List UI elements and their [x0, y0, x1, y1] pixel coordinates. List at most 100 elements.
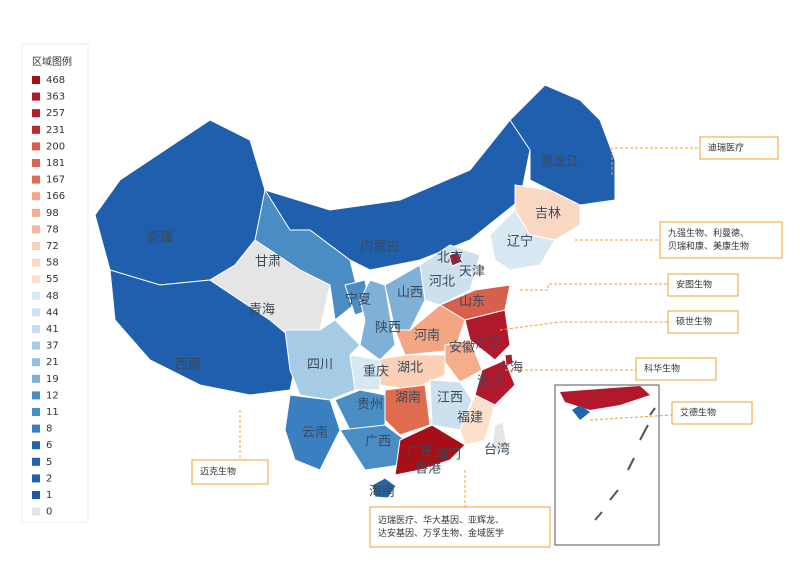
legend-label: 44: [46, 307, 59, 318]
legend-label: 37: [46, 341, 59, 352]
legend-swatch: [32, 258, 40, 267]
callout-box: [667, 273, 739, 297]
legend-swatch: [32, 507, 40, 516]
legend-label: 11: [46, 407, 59, 418]
callout-text: 安图生物: [676, 279, 712, 291]
legend-swatch: [32, 142, 40, 151]
province-label: 辽宁: [507, 234, 533, 250]
province: [448, 251, 463, 267]
province-label: 台湾: [484, 442, 510, 458]
legend-swatch: [32, 341, 40, 350]
legend-swatch: [32, 125, 40, 134]
province-label: 重庆: [363, 364, 389, 380]
province: [464, 309, 511, 361]
legend-label: 72: [46, 241, 59, 252]
legend-label: 2: [46, 473, 52, 484]
province: [461, 265, 473, 279]
province: [491, 421, 507, 457]
province-label: 宁夏: [345, 292, 371, 308]
legend-swatch: [32, 325, 40, 333]
legend-swatch: [32, 208, 40, 217]
province-label: 新疆: [147, 230, 173, 246]
province-label: 澳门: [435, 447, 461, 463]
legend-label: 8: [46, 424, 52, 435]
province: [394, 424, 466, 476]
legend-swatch: [32, 474, 40, 483]
province-label: 湖南: [395, 390, 421, 406]
callout-leader: [520, 283, 668, 291]
legend-swatch: [32, 76, 40, 84]
province: [474, 359, 516, 406]
province: [504, 353, 514, 366]
callout-text: 艾德生物: [680, 407, 716, 419]
province-label: 广西: [365, 435, 391, 450]
callout-text: 九强生物、利曼德、: [668, 227, 749, 239]
callout-text: 达安基因、万孚生物、金域医学: [378, 527, 504, 539]
legend-swatch: [32, 159, 40, 167]
legend-swatch: [32, 275, 40, 284]
provinces: [94, 84, 616, 499]
province-label: 贵州: [357, 398, 383, 413]
legend-title: 区域图例: [32, 55, 72, 68]
legend-label: 0: [46, 507, 52, 518]
province: [334, 389, 386, 431]
callout-box: [671, 401, 753, 425]
province-label: 香港: [415, 462, 441, 477]
legend-swatch: [32, 457, 40, 466]
legend-swatch: [32, 491, 40, 499]
legend-swatch: [32, 109, 40, 118]
province: [384, 264, 426, 331]
legend-label: 58: [46, 258, 59, 269]
callout-box: [667, 310, 739, 334]
legend-label: 98: [46, 208, 59, 219]
legend-swatch: [32, 308, 40, 317]
province-label: 山西: [397, 286, 423, 301]
province-label: 青海: [249, 303, 275, 318]
province: [509, 84, 616, 206]
inset-islands: [594, 407, 656, 521]
province-label: 北京: [437, 251, 463, 266]
province-label: 天津: [459, 265, 485, 280]
callout-text: 迈瑞医疗、华大基因、亚辉龙、: [378, 514, 504, 526]
province-label: 江苏: [475, 336, 501, 352]
province-label: 云南: [302, 425, 328, 441]
province-label: 西藏: [175, 358, 201, 373]
province-label: 安徽: [449, 341, 475, 356]
callout-text: 贝瑞和康、美康生物: [668, 240, 749, 252]
province-label: 上海: [497, 361, 523, 376]
legend-label: 48: [46, 291, 59, 302]
inset-frame: [554, 384, 660, 546]
legend-label: 12: [46, 390, 59, 401]
legend-swatch: [32, 291, 40, 300]
province-label: 甘肃: [255, 255, 281, 270]
legend-label: 200: [46, 141, 65, 152]
province-label: 福建: [457, 411, 483, 426]
province-label: 河北: [429, 275, 455, 290]
legend-swatch: [32, 225, 40, 234]
legend-label: 181: [46, 158, 65, 169]
province-label: 河南: [414, 328, 440, 344]
legend-label: 1: [46, 490, 52, 501]
legend-swatch: [32, 374, 40, 383]
legend-label: 468: [46, 75, 65, 86]
callout-box: [659, 221, 783, 259]
province: [109, 269, 301, 396]
inset-island: [572, 405, 590, 420]
legend-swatch: [32, 92, 40, 101]
province: [284, 319, 361, 401]
legend-label: 78: [46, 224, 59, 235]
callout-leader: [499, 321, 668, 331]
legend-swatch: [32, 424, 40, 433]
province: [371, 477, 397, 499]
legend-swatch: [32, 441, 40, 450]
legend-swatch: [32, 358, 40, 367]
legend-label: 6: [46, 440, 52, 451]
province-label: 陕西: [375, 321, 401, 336]
callout-box: [191, 459, 269, 485]
legend-label: 166: [46, 191, 65, 202]
province-label: 浙江: [477, 375, 503, 390]
legend-swatch: [32, 242, 40, 250]
legend-swatch: [32, 408, 40, 416]
province-label: 黑龙江: [540, 155, 579, 170]
